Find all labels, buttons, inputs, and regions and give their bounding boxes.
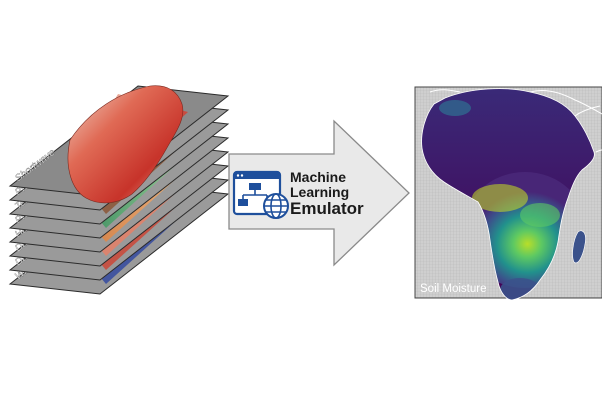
- emulator-title-line2: Learning: [290, 184, 349, 200]
- emulator-title-line1: Machine: [290, 169, 346, 185]
- top-layer-map: [67, 85, 184, 204]
- input-layer-stack: Wind SpeedDaily MaxDaily MinHumidityPres…: [8, 85, 230, 295]
- output-map-label: Soil Moisture: [420, 283, 486, 295]
- soil-moisture-map: Soil Moisture: [414, 86, 602, 301]
- emulator-title-line3: Emulator: [290, 199, 364, 218]
- flowchart-globe-icon: [232, 170, 289, 219]
- transformation-arrow: [228, 119, 410, 267]
